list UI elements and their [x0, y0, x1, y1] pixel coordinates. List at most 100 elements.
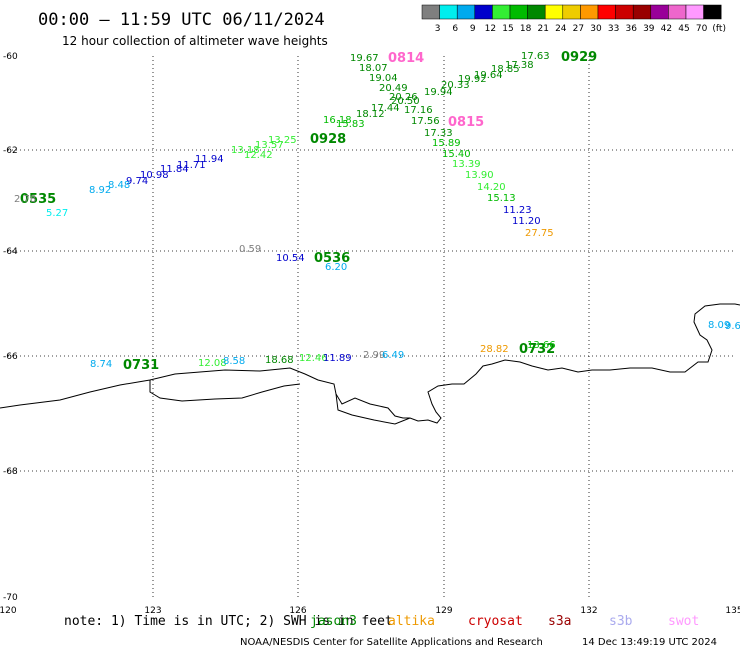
colorbar-swatch	[632, 4, 652, 20]
wave-height-value: 11.89	[323, 353, 352, 364]
wave-height-value: 20.50	[391, 96, 420, 107]
longitude-label: 123	[144, 606, 161, 616]
satellite-legend: jason3 altika cryosat s3a s3b swot	[310, 614, 699, 629]
colorbar-label: 3	[435, 24, 441, 34]
wave-height-value: 18.07	[359, 63, 388, 74]
pass-time-label: 0929	[561, 50, 597, 65]
wave-height-value: 17.44	[371, 103, 400, 114]
wave-height-value: 28.82	[480, 344, 509, 355]
wave-height-value: 11.94	[195, 154, 224, 165]
footer: note: 1) Time is in UTC; 2) SWH is in fe…	[64, 614, 717, 648]
longitude-label: 120	[0, 606, 17, 616]
wave-height-value: 8.92	[89, 185, 111, 196]
map-grid: 120 123 126 129 132 135 -60 -62 -64 -66 -68 -70	[0, 52, 740, 616]
colorbar-swatch	[544, 4, 564, 20]
colorbar-label: 9	[470, 24, 476, 34]
pass-time-label: 0731	[123, 358, 159, 373]
latitude-label: -62	[3, 146, 18, 156]
wave-height-value: 10.98	[140, 170, 169, 181]
colorbar-label: 39	[643, 24, 655, 34]
wave-height-value: 17.38	[505, 60, 534, 71]
antarctic-coastline	[0, 303, 740, 424]
colorbar-swatch	[527, 4, 546, 20]
wave-height-value: 9.6	[725, 321, 740, 332]
latitude-label: -70	[3, 593, 18, 603]
colorbar-swatch	[668, 4, 687, 20]
wave-height-value: 9.74	[126, 176, 148, 187]
pass-labels: 0814 0929 0815 0928 0535 0536 0731 0732	[20, 50, 597, 373]
colorbar-swatch	[562, 4, 581, 20]
wave-height-value: 14.20	[477, 182, 506, 193]
colorbar-label: 12	[485, 24, 496, 34]
wave-height-value: 18.12	[356, 109, 385, 120]
longitude-label: 132	[580, 606, 597, 616]
colorbar-swatch	[615, 4, 634, 20]
wave-height-value: 17.16	[404, 105, 433, 116]
wave-height-value: 17.63	[521, 51, 550, 62]
wave-height-value: 16.18	[323, 115, 352, 126]
latitude-label: -68	[3, 467, 18, 477]
colorbar-swatch	[509, 4, 528, 20]
page-subtitle: 12 hour collection of altimeter wave hei…	[62, 34, 328, 48]
colorbar-label: (ft)	[712, 24, 726, 34]
page-title: 00:00 – 11:59 UTC 06/11/2024	[38, 10, 325, 30]
wave-height-value: 18.85	[491, 64, 520, 75]
latitude-label: -66	[3, 352, 18, 362]
wave-height-value: 13.57	[255, 140, 284, 151]
wave-height-value: 13.66	[527, 340, 556, 351]
colorbar-swatch	[685, 4, 704, 20]
wave-height-value: 6.49	[382, 350, 404, 361]
colorbar-label: 6	[452, 24, 458, 34]
colorbar-swatch	[456, 4, 476, 20]
longitude-label: 129	[435, 606, 452, 616]
colorbar-label: 70	[696, 24, 708, 34]
longitude-label: 126	[289, 606, 306, 616]
satellite-legend-item: jason3	[310, 614, 357, 629]
satellite-legend-item: swot	[668, 614, 699, 629]
wave-height-value: 8.58	[223, 356, 245, 367]
pass-time-label: 0928	[310, 132, 346, 147]
colorbar-swatch	[580, 4, 599, 20]
colorbar-label: 30	[590, 24, 602, 34]
timestamp: 14 Dec 13:49:19 UTC 2024	[582, 637, 717, 648]
wave-height-value: 20.33	[441, 80, 470, 91]
latitude-label: -64	[3, 247, 18, 257]
wave-height-value: 11.71	[177, 160, 206, 171]
wave-height-value: 11.23	[503, 205, 532, 216]
wave-height-value: 12.42	[244, 150, 273, 161]
wave-height-value: 12.08	[198, 358, 227, 369]
colorbar-swatch	[421, 4, 440, 20]
wave-height-value: 11.20	[512, 216, 541, 227]
wave-height-value: 19.04	[369, 73, 398, 84]
colorbar-swatch	[492, 4, 511, 20]
colorbar-swatch	[474, 4, 493, 20]
wave-height-value: 15.83	[336, 119, 365, 130]
wave-height-value: 8.48	[108, 180, 130, 191]
wave-height-value: 19.94	[424, 87, 453, 98]
satellite-legend-item: altika	[388, 614, 435, 629]
wave-height-value: 2.99	[363, 350, 385, 361]
wave-height-value: 5.27	[46, 208, 68, 219]
wave-height-value: 15.13	[487, 193, 516, 204]
wave-height-value: 17.33	[424, 128, 453, 139]
colorbar-label: 36	[625, 24, 637, 34]
satellite-legend-item: s3b	[609, 614, 633, 629]
pass-time-label: 0732	[519, 342, 555, 357]
wave-height-value: 6.20	[325, 262, 347, 273]
longitude-label: 135	[725, 606, 740, 616]
colorbar-label: 45	[678, 24, 689, 34]
wave-height-value: 20.26	[389, 92, 418, 103]
pass-time-label: 0535	[20, 192, 56, 207]
wave-height-value: 13.39	[452, 159, 481, 170]
colorbar-label: 21	[537, 24, 548, 34]
wave-height-value: 13.90	[465, 170, 494, 181]
wave-height-value: 0.59	[239, 244, 261, 255]
colorbar-label: 15	[502, 24, 513, 34]
wave-height-value: 19.92	[458, 74, 487, 85]
wave-height-value: 19.67	[350, 53, 379, 64]
wave-height-value: 20.49	[379, 83, 408, 94]
color-scale-legend: 3 6 9 12 15 18 21 24 27 30 33 36 39 42 45 70 (ft)	[421, 4, 726, 34]
wave-height-value: 13.18	[231, 145, 260, 156]
wave-height-value: 10.54	[276, 253, 305, 264]
